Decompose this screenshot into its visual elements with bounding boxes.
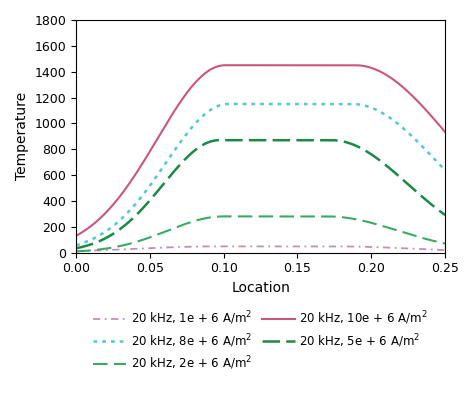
20 kHz, 8e + 6 A/m$^2$ <box>327 102 333 106</box>
20 kHz, 2e + 6 A/m$^2$ <box>442 241 448 246</box>
20 kHz, 1e + 6 A/m$^2$ <box>236 244 242 249</box>
20 kHz, 2e + 6 A/m$^2$ <box>223 214 228 219</box>
Line: 20 kHz, 1e + 6 A/m$^2$: 20 kHz, 1e + 6 A/m$^2$ <box>76 246 445 251</box>
20 kHz, 5e + 6 A/m$^2$ <box>236 138 242 143</box>
20 kHz, 10e + 6 A/m$^2$ <box>222 63 228 68</box>
Line: 20 kHz, 5e + 6 A/m$^2$: 20 kHz, 5e + 6 A/m$^2$ <box>76 140 445 248</box>
20 kHz, 2e + 6 A/m$^2$ <box>327 214 333 219</box>
Legend: 20 kHz, 1e + 6 A/m$^2$, 20 kHz, 8e + 6 A/m$^2$, 20 kHz, 2e + 6 A/m$^2$, 20 kHz, : 20 kHz, 1e + 6 A/m$^2$, 20 kHz, 8e + 6 A… <box>89 305 433 377</box>
20 kHz, 8e + 6 A/m$^2$ <box>226 102 231 106</box>
20 kHz, 10e + 6 A/m$^2$ <box>368 65 374 70</box>
20 kHz, 1e + 6 A/m$^2$ <box>73 249 79 254</box>
20 kHz, 8e + 6 A/m$^2$ <box>442 168 448 173</box>
20 kHz, 2e + 6 A/m$^2$ <box>111 245 117 250</box>
Line: 20 kHz, 8e + 6 A/m$^2$: 20 kHz, 8e + 6 A/m$^2$ <box>76 104 445 245</box>
20 kHz, 5e + 6 A/m$^2$ <box>223 138 228 143</box>
20 kHz, 10e + 6 A/m$^2$ <box>361 64 367 69</box>
20 kHz, 8e + 6 A/m$^2$ <box>236 102 242 106</box>
20 kHz, 1e + 6 A/m$^2$ <box>368 244 374 249</box>
Y-axis label: Temperature: Temperature <box>15 92 29 180</box>
20 kHz, 8e + 6 A/m$^2$ <box>368 105 374 110</box>
20 kHz, 10e + 6 A/m$^2$ <box>111 202 117 206</box>
20 kHz, 10e + 6 A/m$^2$ <box>442 129 448 134</box>
20 kHz, 8e + 6 A/m$^2$ <box>361 103 367 108</box>
20 kHz, 5e + 6 A/m$^2$ <box>368 152 374 157</box>
20 kHz, 2e + 6 A/m$^2$ <box>236 214 242 219</box>
20 kHz, 5e + 6 A/m$^2$ <box>327 138 333 143</box>
20 kHz, 5e + 6 A/m$^2$ <box>217 138 222 143</box>
20 kHz, 1e + 6 A/m$^2$ <box>223 244 228 249</box>
20 kHz, 2e + 6 A/m$^2$ <box>73 249 79 254</box>
Line: 20 kHz, 10e + 6 A/m$^2$: 20 kHz, 10e + 6 A/m$^2$ <box>76 65 445 236</box>
20 kHz, 5e + 6 A/m$^2$ <box>442 213 448 217</box>
20 kHz, 1e + 6 A/m$^2$ <box>442 248 448 253</box>
20 kHz, 8e + 6 A/m$^2$ <box>222 102 228 106</box>
20 kHz, 1e + 6 A/m$^2$ <box>361 244 367 249</box>
20 kHz, 1e + 6 A/m$^2$ <box>327 244 333 249</box>
20 kHz, 2e + 6 A/m$^2$ <box>221 214 227 219</box>
20 kHz, 5e + 6 A/m$^2$ <box>111 231 117 236</box>
Line: 20 kHz, 2e + 6 A/m$^2$: 20 kHz, 2e + 6 A/m$^2$ <box>76 216 445 251</box>
20 kHz, 10e + 6 A/m$^2$ <box>327 63 333 68</box>
20 kHz, 5e + 6 A/m$^2$ <box>73 246 79 251</box>
20 kHz, 10e + 6 A/m$^2$ <box>223 63 228 68</box>
20 kHz, 1e + 6 A/m$^2$ <box>214 244 219 249</box>
20 kHz, 10e + 6 A/m$^2$ <box>236 63 242 68</box>
20 kHz, 8e + 6 A/m$^2$ <box>73 243 79 248</box>
20 kHz, 10e + 6 A/m$^2$ <box>73 233 79 238</box>
X-axis label: Location: Location <box>231 281 290 295</box>
20 kHz, 2e + 6 A/m$^2$ <box>368 220 374 225</box>
20 kHz, 8e + 6 A/m$^2$ <box>111 223 117 228</box>
20 kHz, 2e + 6 A/m$^2$ <box>361 219 367 224</box>
20 kHz, 1e + 6 A/m$^2$ <box>111 247 117 252</box>
20 kHz, 5e + 6 A/m$^2$ <box>361 148 367 153</box>
